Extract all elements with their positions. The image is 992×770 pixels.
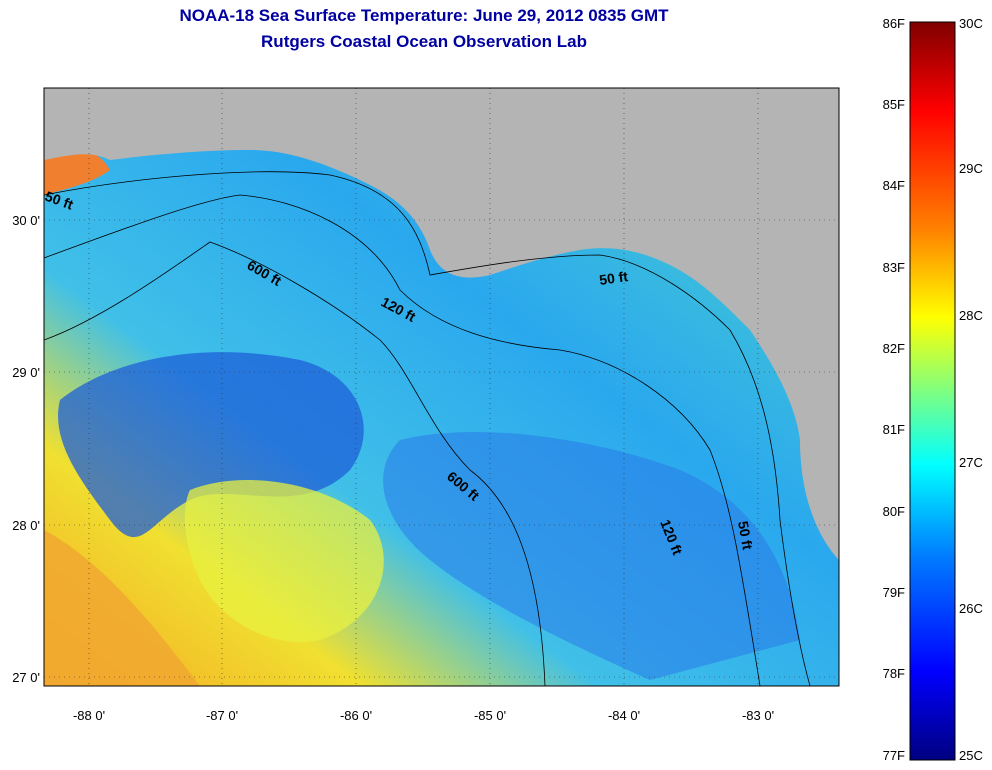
map-subtitle: Rutgers Coastal Ocean Observation Lab [261,32,587,51]
map-frame [43,87,840,687]
contour-50ft [44,171,811,686]
cool-water-region [383,431,800,680]
lon-tick-label: -85 0' [474,708,506,723]
lat-tick-label: 29 0' [12,365,40,380]
lon-tick-label: -83 0' [742,708,774,723]
map-title: NOAA-18 Sea Surface Temperature: June 29… [179,6,669,25]
warm-nearshore [44,146,110,195]
lat-tick-label: 30 0' [12,213,40,228]
lat-tick-label: 28 0' [12,518,40,533]
lon-tick-label: -86 0' [340,708,372,723]
lon-tick-label: -87 0' [206,708,238,723]
contour-label: 50 ft [598,268,629,288]
lat-axis: 30 0' 29 0' 28 0' 27 0' [12,213,40,685]
lat-tick-label: 27 0' [12,670,40,685]
lon-tick-label: -84 0' [608,708,640,723]
contour-600ft [44,241,546,686]
lon-axis: -88 0' -87 0' -86 0' -85 0' -84 0' -83 0… [73,708,774,723]
contour-label: 50 ft [735,520,756,551]
map-plot-area [44,88,839,686]
lon-tick-label: -88 0' [73,708,105,723]
land-mass [44,88,839,560]
warm-water-tongue [184,480,384,642]
warm-water-southwest [44,530,200,686]
